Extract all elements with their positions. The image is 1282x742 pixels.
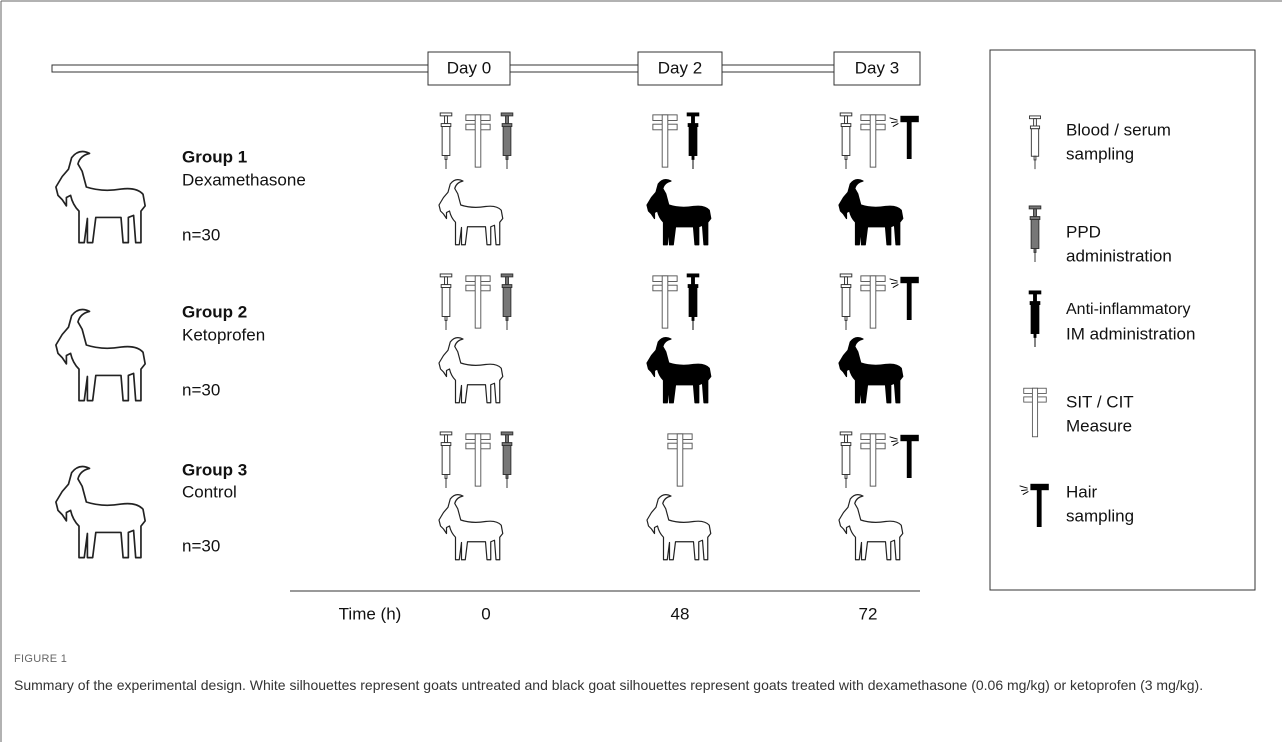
time-value: 72 [859, 604, 878, 623]
blood-syringe [840, 432, 852, 488]
caliper [668, 434, 692, 486]
day-label: Day 2 [658, 58, 702, 77]
ppd-syringe [501, 113, 513, 169]
caption-label: FIGURE 1 [14, 653, 67, 665]
day-label: Day 0 [447, 58, 491, 77]
blood-syringe [840, 274, 852, 330]
ppd-syringe [501, 274, 513, 330]
page: {"timeline":{"days":["Day 0","Day 2","Da… [0, 0, 1282, 742]
goat-untreated [439, 495, 503, 560]
group-title: Group 2 [182, 302, 247, 321]
group-title: Group 1 [182, 147, 247, 166]
day-boxes: Day 0 Day 2 Day 3 [428, 52, 920, 85]
group-title: Group 3 [182, 460, 247, 479]
blood-syringe [440, 274, 452, 330]
legend: Blood / serum sampling PPD administratio… [990, 50, 1255, 590]
caliper [861, 115, 885, 167]
caliper [653, 115, 677, 167]
caliper [861, 434, 885, 486]
goat-treated [647, 180, 711, 245]
goat-untreated [439, 338, 503, 403]
caliper [861, 276, 885, 328]
time-axis-label: Time (h) [339, 604, 402, 623]
legend-label: IM administration [1066, 324, 1195, 343]
group-n: n=30 [182, 536, 220, 555]
goat-untreated [839, 495, 903, 560]
goat-icon [56, 152, 145, 243]
caliper [466, 115, 490, 167]
time-value: 0 [481, 604, 490, 623]
caliper [466, 434, 490, 486]
goat-treated [647, 338, 711, 403]
hair-tool [890, 277, 919, 319]
goat-untreated [647, 495, 711, 560]
hair-tool [890, 435, 919, 477]
legend-label: Hair [1066, 482, 1098, 501]
anti-inflammatory-syringe [687, 113, 699, 169]
legend-label: Blood / serum [1066, 120, 1171, 139]
goat-untreated [439, 180, 503, 245]
blood-syringe [840, 113, 852, 169]
caliper [466, 276, 490, 328]
time-value: 48 [671, 604, 690, 623]
legend-label: Anti-inflammatory [1066, 301, 1190, 318]
goat-icon [56, 467, 145, 558]
anti-inflammatory-syringe [687, 274, 699, 330]
figure: Day 0 Day 2 Day 3 Group 1 Dexamethasone … [0, 0, 1282, 742]
legend-label: PPD [1066, 222, 1101, 241]
legend-label: SIT / CIT [1066, 392, 1134, 411]
time-labels: Time (h) 0 48 72 [339, 604, 878, 623]
legend-label: Measure [1066, 416, 1132, 435]
legend-label: sampling [1066, 144, 1134, 163]
hair-tool [890, 116, 919, 158]
caption-text: Summary of the experimental design. Whit… [14, 674, 1204, 696]
group-n: n=30 [182, 225, 220, 244]
legend-label: sampling [1066, 506, 1134, 525]
blood-syringe [440, 113, 452, 169]
goat-treated [839, 338, 903, 403]
group-n: n=30 [182, 380, 220, 399]
goat-treated [839, 180, 903, 245]
group-1: Group 1 Dexamethasone n=30 [56, 113, 918, 245]
legend-label: administration [1066, 246, 1172, 265]
blood-syringe [440, 432, 452, 488]
group-treatment: Ketoprofen [182, 325, 265, 344]
group-treatment: Control [182, 482, 237, 501]
caliper [653, 276, 677, 328]
ppd-syringe [501, 432, 513, 488]
group-2: Group 2 Ketoprofen n=30 [56, 274, 918, 403]
goat-icon [56, 310, 145, 401]
group-treatment: Dexamethasone [182, 170, 306, 189]
group-3: Group 3 Control n=30 [56, 432, 918, 560]
day-label: Day 3 [855, 58, 899, 77]
